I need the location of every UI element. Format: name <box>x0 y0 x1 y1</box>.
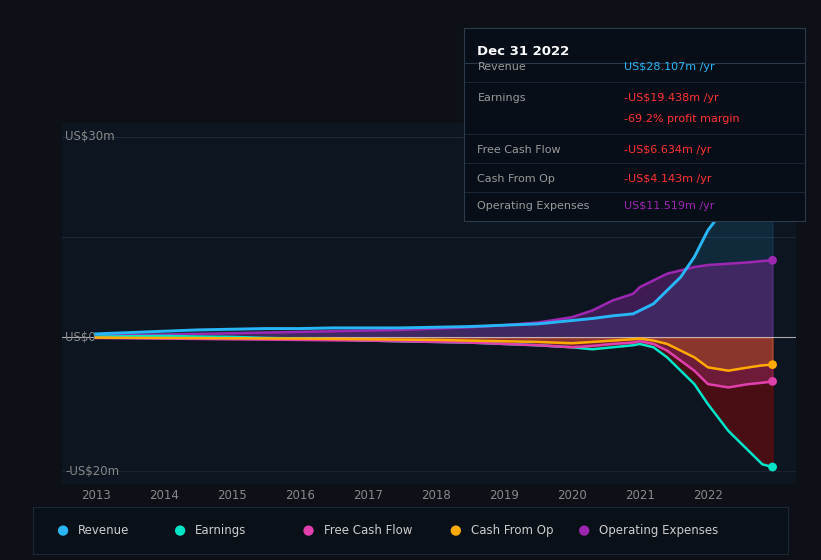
Point <box>578 526 591 535</box>
Text: Dec 31 2022: Dec 31 2022 <box>478 45 570 58</box>
Text: Operating Expenses: Operating Expenses <box>599 524 718 537</box>
Text: -US$4.143m /yr: -US$4.143m /yr <box>624 174 712 184</box>
Point <box>766 377 779 386</box>
Text: Revenue: Revenue <box>78 524 130 537</box>
Text: US$11.519m /yr: US$11.519m /yr <box>624 200 714 211</box>
Point <box>766 145 779 154</box>
Text: Earnings: Earnings <box>195 524 246 537</box>
Point <box>766 256 779 265</box>
Text: US$0: US$0 <box>65 331 96 344</box>
Text: Cash From Op: Cash From Op <box>471 524 553 537</box>
Text: Earnings: Earnings <box>478 92 526 102</box>
Point <box>57 526 70 535</box>
Point <box>766 360 779 369</box>
Point <box>173 526 186 535</box>
Text: -US$20m: -US$20m <box>65 465 119 478</box>
Text: -69.2% profit margin: -69.2% profit margin <box>624 114 740 124</box>
Text: -US$6.634m /yr: -US$6.634m /yr <box>624 144 711 155</box>
Text: Free Cash Flow: Free Cash Flow <box>323 524 412 537</box>
Text: Operating Expenses: Operating Expenses <box>478 200 589 211</box>
Point <box>449 526 462 535</box>
Text: Revenue: Revenue <box>478 62 526 72</box>
Text: Cash From Op: Cash From Op <box>478 174 555 184</box>
Text: Free Cash Flow: Free Cash Flow <box>478 144 561 155</box>
Text: US$28.107m /yr: US$28.107m /yr <box>624 62 714 72</box>
Point <box>302 526 315 535</box>
Point <box>766 463 779 472</box>
Text: -US$19.438m /yr: -US$19.438m /yr <box>624 92 718 102</box>
Text: US$30m: US$30m <box>65 130 115 143</box>
